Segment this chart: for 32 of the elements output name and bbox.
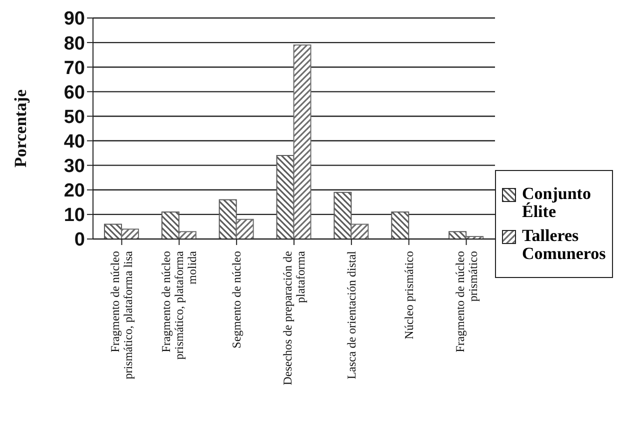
bar: [178, 231, 196, 239]
y-tick-label: 80: [64, 33, 85, 54]
y-tick-label: 60: [64, 82, 85, 104]
x-tick-label: Fragmento de núcleo prismático, plataforma molida: [159, 250, 200, 360]
x-tick-label: Fragmento de núcleo prismático: [452, 251, 480, 352]
y-tick-label: 30: [64, 156, 85, 178]
y-tick-label: 90: [64, 8, 85, 30]
x-tick-label: Fragmento de núcleo prismático, plataforma lisa: [108, 250, 136, 380]
bar: [104, 224, 122, 239]
bar: [293, 44, 312, 239]
bar: [161, 211, 180, 239]
bar: [350, 224, 369, 239]
bar: [218, 199, 237, 239]
y-tick-label: 20: [64, 180, 85, 202]
y-tick-label: 10: [64, 205, 85, 226]
x-tick-label: Segmento de núcleo: [230, 251, 244, 348]
bar: [391, 211, 410, 239]
bar: [448, 231, 467, 239]
y-tick-label: 0: [74, 230, 85, 251]
x-tick-label: Núcleo prismático: [402, 251, 416, 340]
y-tick-label: 50: [64, 106, 85, 128]
legend-label: Talleres Comuneros: [522, 226, 606, 262]
y-axis-title: Porcentaje: [11, 89, 30, 168]
bar: [276, 155, 294, 239]
x-tick-label: Lasca de orientación distal: [344, 250, 358, 380]
legend-label: Conjunto Élite: [522, 184, 592, 220]
bar: [236, 218, 254, 239]
x-tick-label: Desechos de preparación de plataforma: [280, 250, 308, 386]
bar: [334, 192, 352, 239]
bar: [120, 228, 139, 239]
y-tick-label: 70: [64, 58, 85, 79]
y-tick-label: 40: [64, 132, 85, 153]
